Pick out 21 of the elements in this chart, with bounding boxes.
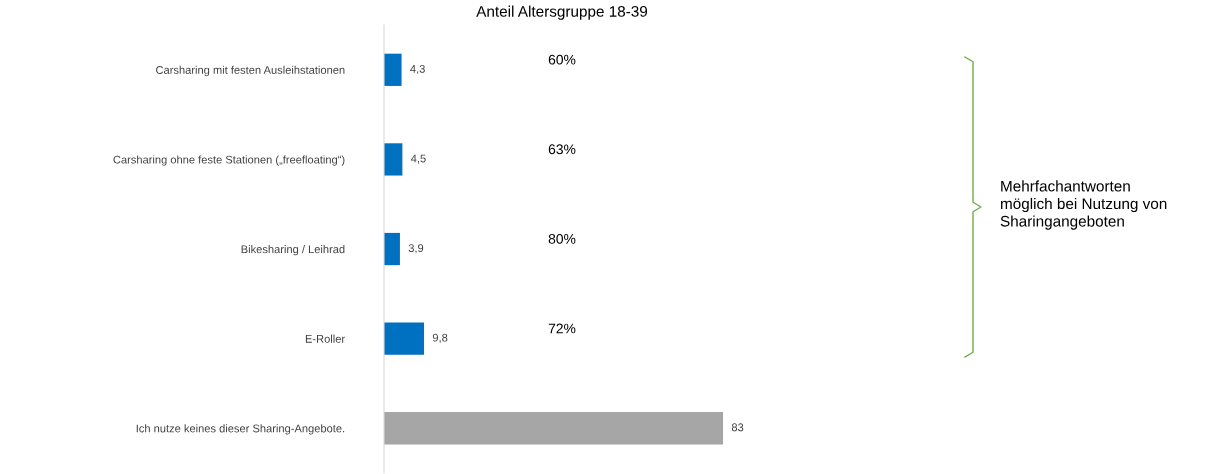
- y-tick-label: E-Roller: [305, 334, 345, 343]
- bar: [384, 143, 403, 176]
- chart-title: Anteil Altersgruppe 18-39: [476, 5, 648, 20]
- annotation: 72%: [548, 323, 576, 334]
- bar: [384, 322, 425, 355]
- annotation: 60%: [548, 54, 576, 65]
- y-tick-label: Bikesharing / Leihrad: [241, 245, 345, 256]
- bar: [384, 412, 724, 445]
- data-label: 4,5: [410, 154, 426, 164]
- annotation: 80%: [548, 233, 576, 244]
- annotation: 63%: [548, 144, 576, 155]
- data-label: 83: [731, 423, 744, 432]
- data-label: 9,8: [432, 333, 448, 343]
- bar: [384, 232, 400, 266]
- bar: [384, 53, 402, 86]
- y-tick-label: Ich nutze keines dieser Sharing-Angebote.: [136, 424, 345, 435]
- y-tick-label: Carsharing mit festen Ausleihstationen: [156, 65, 345, 77]
- data-label: 3,9: [408, 244, 424, 254]
- y-tick-label: Carsharing ohne feste Stationen („freefloating“): [113, 155, 345, 166]
- data-label: 4,3: [410, 64, 425, 75]
- text: Mehrfachantworten möglich bei Nutzung von Sharingangeboten: [1000, 180, 1167, 230]
